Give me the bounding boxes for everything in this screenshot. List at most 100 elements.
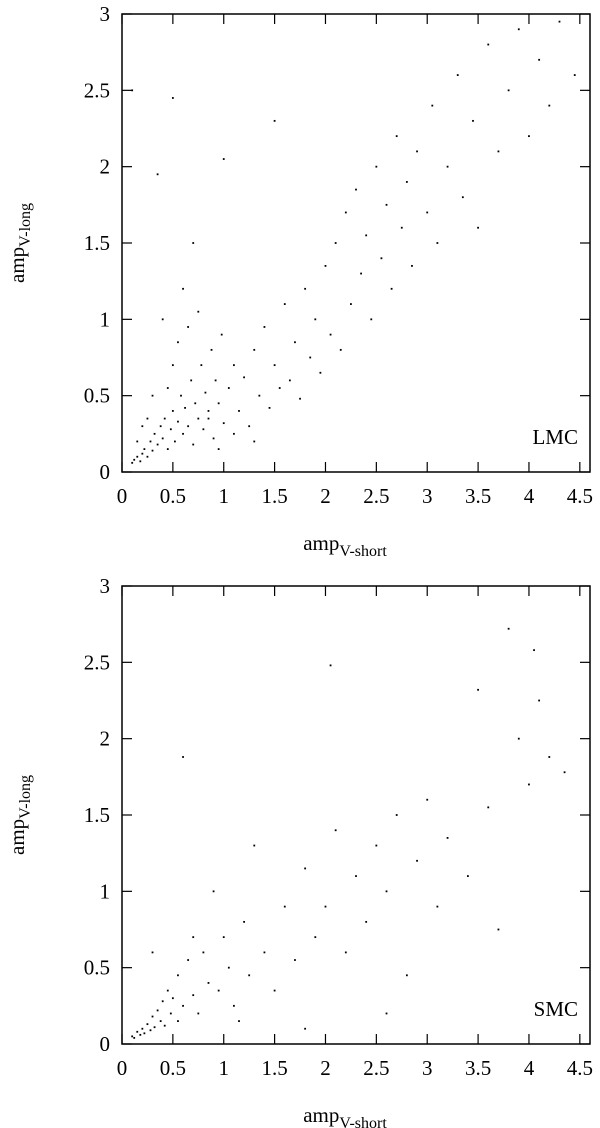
- x-tick-label: 4: [524, 1056, 535, 1080]
- point: [314, 318, 317, 321]
- point: [204, 391, 207, 394]
- point: [497, 150, 500, 153]
- point: [222, 936, 225, 939]
- point: [163, 1024, 166, 1027]
- plot-frame: [121, 585, 591, 1045]
- point: [294, 959, 296, 961]
- x-axis-label-main: amp: [303, 1103, 339, 1127]
- y-tick-label: 1: [100, 307, 111, 331]
- point: [248, 425, 251, 428]
- point: [517, 737, 520, 740]
- point: [174, 440, 176, 443]
- point: [149, 440, 152, 443]
- point: [146, 455, 149, 458]
- point: [212, 890, 215, 893]
- x-tick-label: 4.5: [567, 1056, 593, 1080]
- x-tick-label: 4: [524, 484, 535, 508]
- point: [136, 1030, 139, 1033]
- point: [156, 1009, 159, 1012]
- point: [136, 455, 139, 458]
- point: [288, 379, 291, 382]
- point: [139, 1033, 142, 1036]
- annotation: LMC: [532, 425, 578, 449]
- point: [227, 387, 230, 389]
- point: [161, 318, 164, 321]
- point: [334, 242, 337, 244]
- point: [177, 420, 179, 423]
- point: [233, 364, 235, 367]
- point: [233, 1004, 235, 1007]
- point: [573, 74, 576, 76]
- x-tick-label: 0: [117, 1056, 128, 1080]
- point: [329, 333, 332, 336]
- point: [365, 234, 368, 237]
- point: [153, 1026, 156, 1029]
- y-tick-label: 0: [100, 460, 111, 484]
- point: [139, 460, 142, 463]
- x-tick-label: 2: [320, 1056, 331, 1080]
- point: [141, 1027, 144, 1030]
- x-tick-label: 3.5: [465, 1056, 491, 1080]
- point: [197, 310, 200, 313]
- point: [166, 989, 169, 992]
- point: [143, 448, 146, 450]
- point: [319, 371, 322, 374]
- point: [324, 265, 327, 267]
- point: [156, 443, 159, 446]
- point: [380, 257, 383, 260]
- point: [426, 798, 429, 801]
- point: [400, 226, 403, 229]
- point: [171, 997, 174, 1000]
- point: [171, 410, 174, 412]
- point: [548, 756, 551, 758]
- point: [304, 287, 307, 290]
- point: [329, 664, 332, 667]
- point: [243, 920, 245, 923]
- point: [248, 974, 251, 977]
- x-tick-label: 2.5: [363, 484, 389, 508]
- point: [212, 437, 215, 440]
- point: [184, 406, 186, 409]
- point: [227, 966, 230, 969]
- y-tick-label: 0.5: [84, 384, 110, 408]
- point: [146, 1023, 149, 1026]
- point: [220, 333, 223, 336]
- point: [446, 837, 449, 839]
- point: [467, 875, 469, 877]
- point: [192, 936, 195, 939]
- y-axis-label-sub: V-long: [17, 203, 34, 247]
- point: [324, 905, 327, 908]
- point: [238, 1020, 240, 1022]
- point: [146, 417, 149, 420]
- point: [163, 417, 166, 420]
- x-tick-label: 3: [422, 484, 433, 508]
- point: [283, 303, 286, 305]
- point: [151, 449, 154, 452]
- point: [187, 326, 190, 328]
- y-tick-label: 0.5: [84, 956, 110, 980]
- point: [217, 402, 220, 405]
- point: [190, 379, 193, 382]
- point: [390, 287, 393, 290]
- point: [192, 994, 195, 997]
- point: [273, 119, 276, 122]
- point: [258, 394, 261, 397]
- point: [350, 303, 352, 305]
- point: [528, 135, 530, 138]
- y-tick-label: 2.5: [84, 78, 110, 102]
- x-tick-label: 0.5: [160, 1056, 186, 1080]
- point: [192, 242, 195, 244]
- point: [233, 432, 235, 435]
- point: [339, 348, 342, 351]
- point: [156, 173, 159, 176]
- point: [528, 783, 530, 786]
- point: [207, 417, 210, 420]
- y-axis-label: ampV-long: [5, 203, 34, 283]
- point: [548, 104, 551, 107]
- x-tick-label: 1: [218, 484, 229, 508]
- point: [253, 844, 256, 847]
- point: [263, 951, 266, 954]
- point: [446, 165, 449, 168]
- x-tick-label: 3.5: [465, 484, 491, 508]
- x-axis-label: ampV-short: [303, 531, 387, 560]
